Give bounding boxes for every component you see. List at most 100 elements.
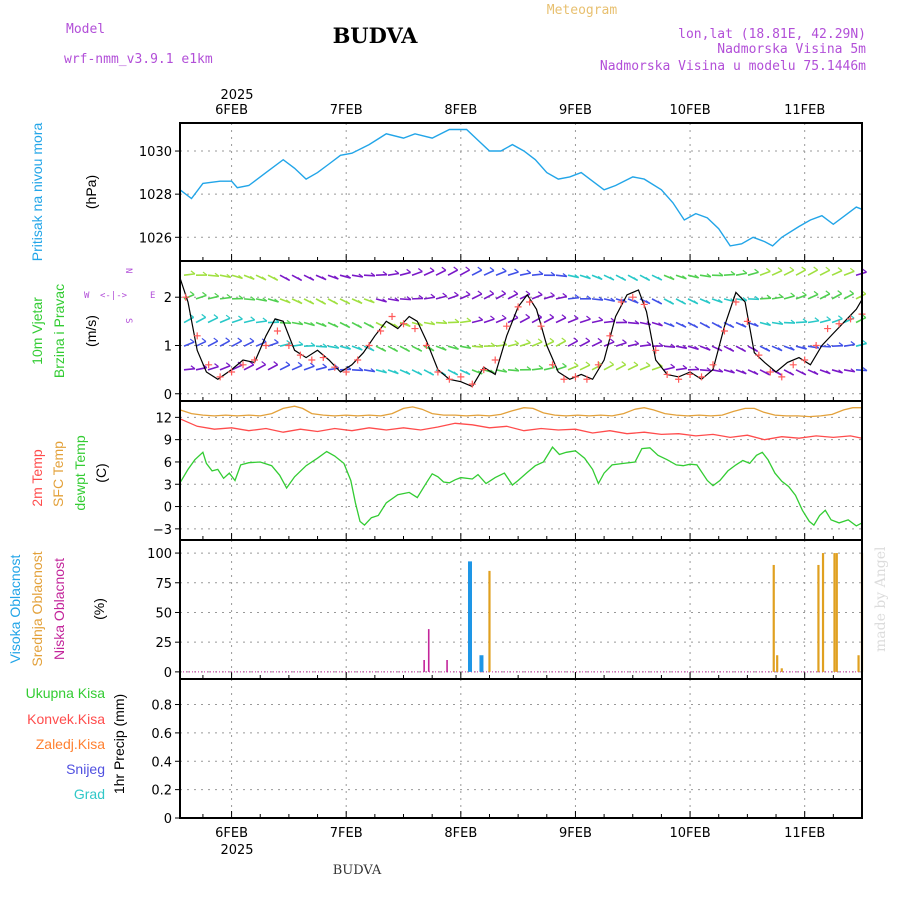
- wind-vector-head: [741, 370, 747, 375]
- wind-vector: [183, 341, 195, 347]
- wind-vector-head: [226, 293, 232, 298]
- wind-dir-marker: [273, 327, 281, 335]
- wind-vector: [183, 316, 195, 324]
- wind-vector: [843, 292, 855, 300]
- wind-vector: [243, 319, 255, 324]
- y-tick-label: 25: [155, 636, 172, 651]
- wind-dir-marker: [285, 341, 293, 349]
- precip-legend-item: Grad: [74, 786, 105, 802]
- wind-dir-marker: [537, 322, 545, 330]
- cloud-mid-bar: [772, 564, 775, 672]
- y-tick-label: 3: [164, 478, 172, 493]
- wind-vector: [531, 316, 543, 324]
- temp-2m-line: [179, 418, 863, 441]
- wind-vector-head: [862, 268, 867, 273]
- model-elevation-text: Nadmorska Visina u modelu 75.1446m: [600, 59, 866, 74]
- wind-vector-head: [742, 297, 748, 302]
- wind-vector-head: [489, 267, 495, 272]
- wind-vector: [435, 295, 447, 300]
- wind-vector-head: [573, 337, 579, 342]
- wind-vector-head: [249, 361, 255, 366]
- wind-vector: [663, 366, 675, 371]
- wind-vector: [255, 320, 268, 324]
- wind-dir-marker: [365, 341, 373, 349]
- wind-vector-head: [465, 266, 471, 271]
- wind-vector-head: [598, 316, 604, 321]
- wind-vector-head: [370, 272, 376, 277]
- wind-vector-head: [322, 343, 328, 348]
- wind-vector-head: [706, 367, 712, 372]
- wind-vector: [447, 269, 459, 276]
- wind-vector-head: [202, 291, 207, 296]
- wind-panel: 0 1 2: [164, 260, 868, 403]
- wind-vector-head: [742, 269, 748, 274]
- wind-vector-head: [502, 368, 508, 373]
- wind-dir-marker: [720, 327, 728, 335]
- wind-vector: [531, 367, 544, 371]
- wind-vector-head: [729, 347, 735, 352]
- wind-vector-head: [250, 296, 256, 301]
- y-tick-label: 1028: [139, 188, 172, 203]
- wind-vector: [831, 344, 844, 347]
- wind-vector-head: [262, 297, 268, 302]
- wind-vector-head: [430, 321, 436, 325]
- wind-vector-head: [417, 347, 423, 352]
- dewpt-line: [179, 446, 863, 527]
- y-tick-label: 6: [164, 456, 172, 471]
- wind-vector-head: [298, 341, 304, 346]
- wind-vector-head: [729, 323, 735, 328]
- wind-vector: [615, 363, 627, 371]
- wind-vector: [495, 292, 507, 300]
- wind-vector-head: [777, 347, 783, 352]
- cloud-mid-bar: [817, 564, 820, 672]
- wind-vector: [543, 316, 555, 324]
- day-label-top: 9FEB: [559, 103, 592, 118]
- wind-vector-head: [802, 345, 807, 350]
- wind-vector: [519, 316, 531, 324]
- wind-dir-marker: [354, 356, 362, 364]
- wind-vector-head: [670, 343, 676, 348]
- wind-dir-marker: [812, 341, 820, 349]
- wind-vector-head: [645, 276, 651, 281]
- cloud-low-bar: [427, 629, 430, 672]
- wind-vector: [627, 342, 639, 347]
- wind-dir-marker: [193, 332, 201, 340]
- wind-vector-head: [285, 276, 291, 281]
- wind-vector: [771, 296, 783, 300]
- wind-vector-head: [597, 337, 603, 342]
- wind-vector-head: [730, 298, 736, 303]
- wind-vector-head: [753, 370, 759, 375]
- wind-vector: [495, 369, 507, 373]
- wind-vector-head: [334, 344, 340, 349]
- wind-vector-head: [201, 313, 207, 318]
- wind-vector-head: [790, 319, 796, 324]
- wind-speed-line: [179, 277, 863, 388]
- wind-vector: [339, 345, 351, 350]
- wind-vector: [555, 340, 567, 347]
- wind-dir-marker: [801, 356, 809, 364]
- wind-vector: [831, 292, 843, 300]
- panel-frame: [179, 539, 863, 680]
- wind-vector: [783, 295, 795, 300]
- wind-vector-head: [213, 314, 219, 319]
- wind-vector: [735, 298, 747, 302]
- wind-vector-head: [406, 268, 411, 273]
- wind-vector-head: [801, 291, 807, 296]
- wind-vector-head: [250, 316, 256, 321]
- wind-vector-head: [562, 293, 568, 298]
- wind-vector-head: [574, 294, 580, 299]
- wind-vector-head: [837, 267, 843, 272]
- wind-vector: [243, 364, 255, 371]
- wind-vector-head: [790, 292, 795, 297]
- wind-vector: [831, 269, 843, 276]
- wind-vector-head: [478, 316, 484, 321]
- wind-vector-head: [513, 290, 519, 295]
- wind-vector-head: [442, 292, 448, 297]
- wind-vector: [711, 369, 723, 373]
- wind-vector-head: [441, 266, 447, 271]
- wind-vector-head: [789, 346, 795, 351]
- y-tick-label: 0.8: [151, 699, 172, 714]
- cloud-high-bar: [479, 655, 484, 672]
- wind-vector-head: [430, 293, 436, 298]
- wind-vector-head: [753, 347, 759, 352]
